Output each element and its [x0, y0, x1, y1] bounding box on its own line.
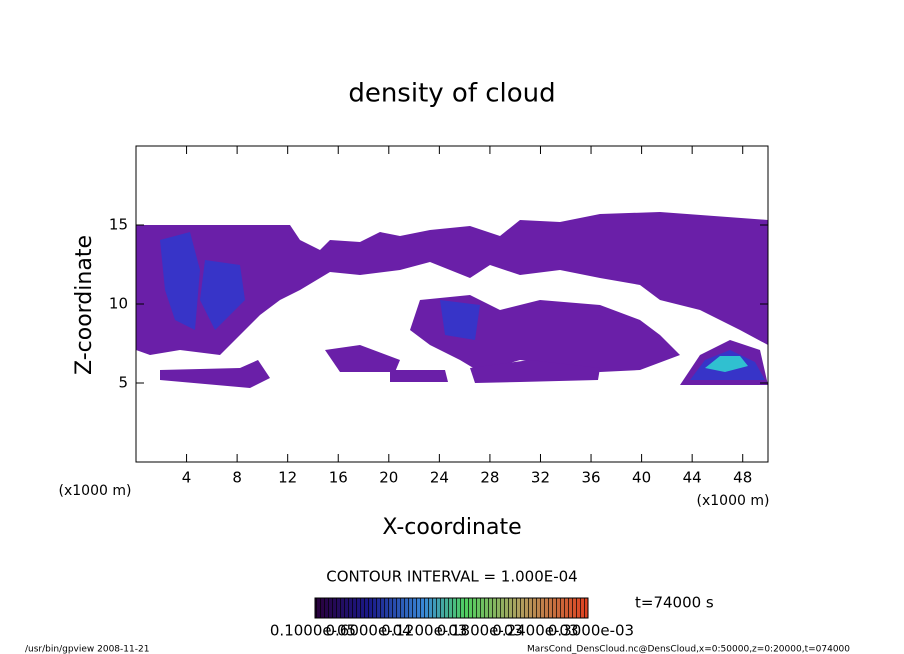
cloud-region	[390, 370, 448, 382]
cloud-core	[705, 356, 748, 372]
x-unit: (x1000 m)	[59, 483, 132, 499]
colorbar-frame	[314, 597, 589, 619]
x-tick-label: 8	[232, 469, 242, 487]
time-label: t=74000 s	[635, 594, 714, 612]
y-tick-label: 5	[118, 374, 128, 392]
colorbar-label: 0.1800e-03	[437, 622, 523, 640]
contour-field	[136, 212, 768, 388]
cloud-region	[470, 360, 600, 383]
x-tick-label: 16	[329, 469, 348, 487]
y-unit: (x1000 m)	[697, 493, 770, 509]
y-axis-label: Z-coordinate	[72, 235, 97, 375]
x-tick-label: 48	[733, 469, 752, 487]
cloud-region	[160, 360, 270, 388]
footer-right: MarsCond_DensCloud.nc@DensCloud,x=0:5000…	[527, 645, 850, 654]
colorbar-label: 0.3000e-03	[548, 622, 634, 640]
colorbar-label: 0.6000e-04	[325, 622, 411, 640]
colorbar-label: 0.2400e-03	[492, 622, 578, 640]
footer-left: /usr/bin/gpview 2008-11-21	[25, 645, 149, 654]
x-tick-label: 32	[531, 469, 550, 487]
cloud-region	[325, 345, 400, 372]
contour-interval: CONTOUR INTERVAL = 1.000E-04	[326, 568, 577, 586]
cloud-core	[160, 232, 765, 380]
x-tick-label: 28	[480, 469, 499, 487]
x-tick-label: 44	[683, 469, 702, 487]
x-tick-label: 24	[430, 469, 449, 487]
y-tick-label: 15	[109, 216, 128, 234]
x-axis-label: X-coordinate	[382, 515, 521, 540]
colorbar-label: 0.1200e-03	[381, 622, 467, 640]
x-tick-label: 36	[581, 469, 600, 487]
y-tick-label: 10	[109, 295, 128, 313]
x-tick-label: 12	[278, 469, 297, 487]
x-tick-label: 40	[632, 469, 651, 487]
x-tick-label: 4	[182, 469, 192, 487]
cloud-region	[136, 212, 768, 355]
colorbar-label: 0.1000e-05	[270, 622, 356, 640]
x-tick-label: 20	[379, 469, 398, 487]
chart-title: density of cloud	[348, 79, 555, 109]
